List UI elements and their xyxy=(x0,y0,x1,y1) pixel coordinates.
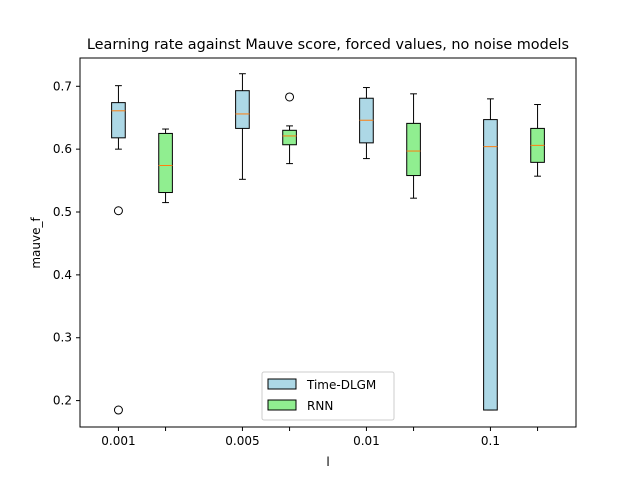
x-axis-label: l xyxy=(326,455,329,469)
x-tick-label-0.001: 0.001 xyxy=(101,434,135,448)
plot-frame xyxy=(79,57,577,428)
box-rnn-0 xyxy=(158,132,173,194)
x-tick-label-0.01: 0.01 xyxy=(353,434,380,448)
legend-label-time-dlgm: Time-DLGM xyxy=(306,378,376,392)
y-tick-label-0.6: 0.6 xyxy=(53,142,72,156)
x-tick-label-0.005: 0.005 xyxy=(225,434,259,448)
y-tick-label-0.2: 0.2 xyxy=(53,394,72,408)
axes: 0.2 0.3 0.4 0.5 0.6 0.7 0.001 0.005 0.01 0.1 xyxy=(53,79,539,448)
y-tick-label-0.5: 0.5 xyxy=(53,205,72,219)
flier-time-dlgm-0-1 xyxy=(113,405,123,415)
flier-time-dlgm-0-0 xyxy=(113,206,123,216)
y-axis-label: mauve_f xyxy=(29,217,43,269)
plot-marks xyxy=(111,73,545,415)
chart-title: Learning rate against Mauve score, force… xyxy=(87,37,569,53)
y-tick-label-0.3: 0.3 xyxy=(53,331,72,345)
legend-swatch-rnn xyxy=(267,399,297,411)
x-tick-label-0.1: 0.1 xyxy=(481,434,500,448)
box-rnn-1 xyxy=(282,129,297,146)
legend: Time-DLGM RNN xyxy=(261,371,395,421)
y-tick-label-0.7: 0.7 xyxy=(53,79,72,93)
legend-label-rnn: RNN xyxy=(307,399,333,413)
legend-swatch-time-dlgm xyxy=(267,378,297,390)
y-tick-label-0.4: 0.4 xyxy=(53,268,72,282)
box-time-dlgm-1 xyxy=(235,90,250,129)
flier-rnn-1-0 xyxy=(285,92,295,102)
box-rnn-2 xyxy=(406,122,421,177)
box-time-dlgm-3 xyxy=(483,119,498,411)
box-time-dlgm-0 xyxy=(111,102,126,139)
